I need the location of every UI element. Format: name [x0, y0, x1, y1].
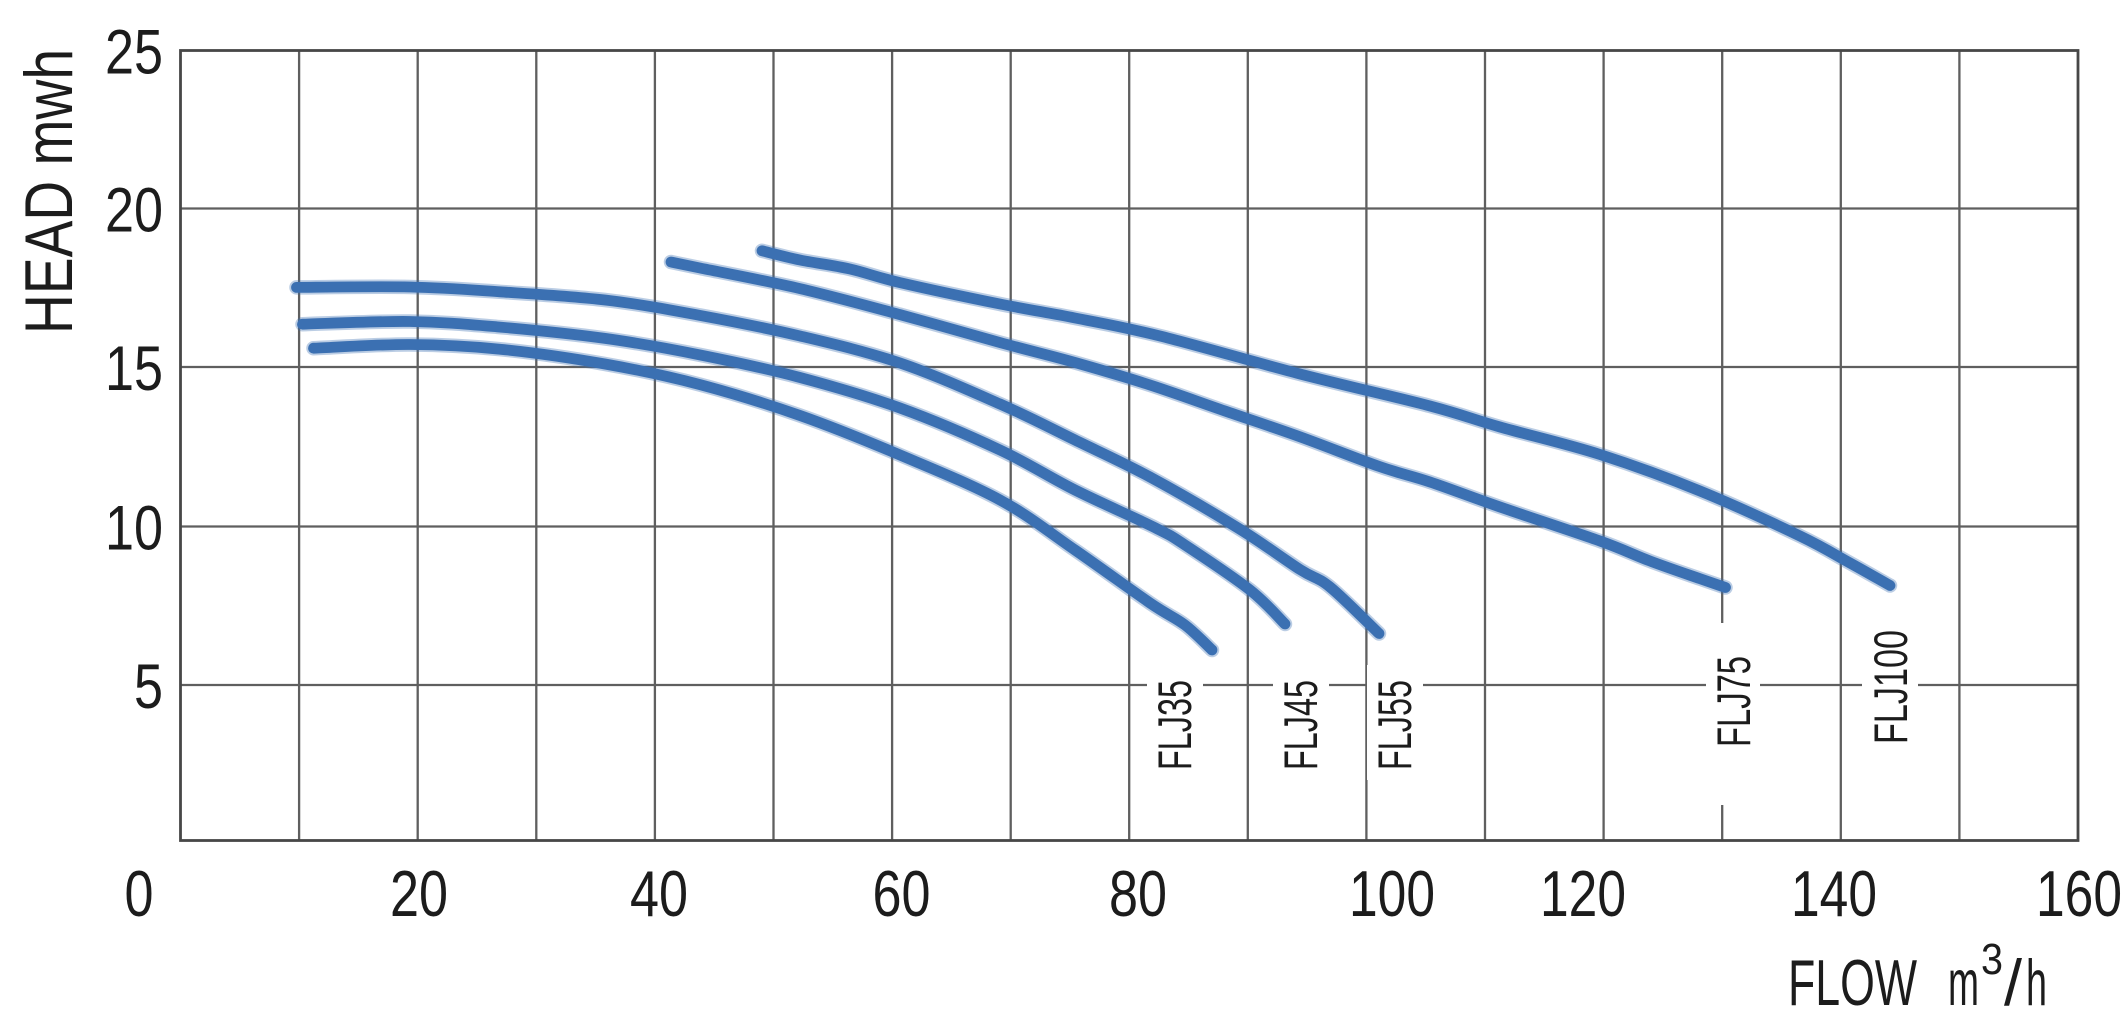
svg-text:80: 80	[1109, 857, 1167, 930]
svg-text:FLJ45: FLJ45	[1274, 680, 1327, 770]
svg-text:10: 10	[105, 494, 163, 564]
svg-text:15: 15	[105, 334, 163, 404]
svg-text:FLJ55: FLJ55	[1368, 680, 1421, 770]
svg-text:m: m	[1948, 946, 1979, 1012]
svg-text:5: 5	[134, 652, 163, 722]
svg-text:h: h	[2026, 946, 2047, 1012]
svg-text:140: 140	[1791, 857, 1877, 930]
svg-text:HEAD mwh: HEAD mwh	[11, 49, 87, 334]
svg-text:FLJ75: FLJ75	[1707, 656, 1760, 747]
svg-text:60: 60	[873, 857, 931, 930]
svg-text:FLJ35: FLJ35	[1148, 680, 1201, 770]
svg-text:3: 3	[1981, 935, 2003, 984]
svg-text:20: 20	[390, 857, 448, 930]
svg-text:40: 40	[630, 857, 688, 930]
svg-text:100: 100	[1349, 857, 1435, 930]
svg-text:FLJ100: FLJ100	[1864, 630, 1917, 744]
svg-text:120: 120	[1540, 857, 1626, 930]
svg-text:20: 20	[105, 176, 163, 246]
svg-text:FLOW: FLOW	[1788, 946, 1917, 1012]
svg-text:/: /	[2004, 946, 2023, 1012]
svg-text:25: 25	[105, 18, 163, 88]
svg-text:160: 160	[2036, 857, 2122, 930]
svg-text:0: 0	[125, 857, 154, 930]
